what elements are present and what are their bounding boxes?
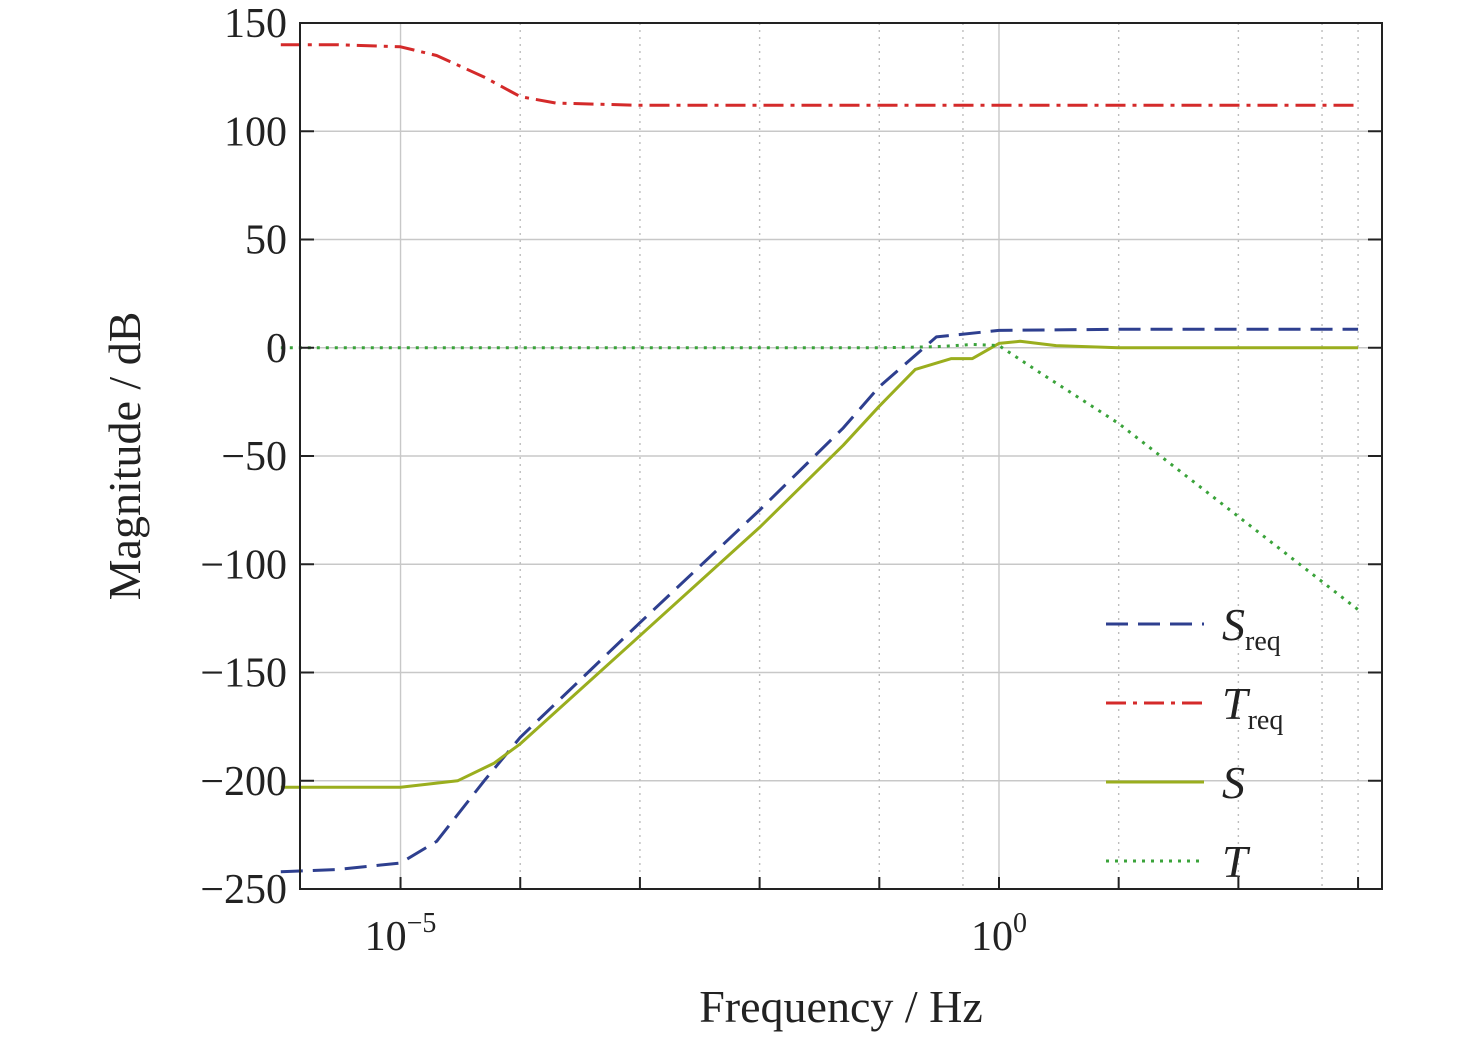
y-tick-label: 0 — [266, 326, 287, 372]
y-tick-label: 150 — [224, 1, 287, 47]
y-axis-title: Magnitude / dB — [99, 312, 150, 601]
y-tick-label: −200 — [200, 759, 287, 805]
y-tick-label: −150 — [200, 651, 287, 697]
grid — [300, 23, 1382, 889]
legend-name: S — [1222, 757, 1245, 808]
legend-name: T — [1222, 836, 1251, 887]
x-tick-exponent: −5 — [407, 908, 437, 939]
series-line-1 — [280, 327, 1359, 874]
legend-label: S — [1222, 757, 1245, 808]
x-tick-label: 10−5 — [365, 908, 437, 960]
x-axis-title: Frequency / Hz — [699, 981, 983, 1032]
y-tick-label: −50 — [221, 434, 287, 480]
y-tick-label: −100 — [200, 542, 287, 588]
legend-subscript: req — [1245, 626, 1281, 657]
x-tick-exponent: 0 — [1013, 908, 1027, 939]
legend-name: S — [1222, 599, 1245, 650]
x-tick-base: 10 — [971, 914, 1013, 960]
series-line-4 — [280, 343, 1360, 611]
axis-ticks — [300, 22, 1382, 890]
legend-subscript: req — [1248, 705, 1284, 736]
x-tick-label: 100 — [971, 908, 1027, 960]
y-tick-label: −250 — [200, 867, 287, 913]
y-tick-label: 100 — [224, 109, 287, 155]
legend-label: Sreq — [1222, 599, 1281, 657]
series-lines — [280, 43, 1360, 874]
y-tick-label: 50 — [245, 218, 287, 264]
x-tick-labels: 10−5 100 — [365, 908, 1027, 960]
legend-name: T — [1222, 678, 1251, 729]
series-line-3 — [280, 339, 1359, 789]
legend-label: T — [1222, 836, 1251, 887]
x-tick-base: 10 — [365, 914, 407, 960]
series-line-2 — [280, 43, 1359, 107]
legend-label: Treq — [1222, 678, 1283, 736]
y-tick-labels: 150 100 50 0 −50 −100 −150 −200 −250 — [200, 1, 287, 913]
